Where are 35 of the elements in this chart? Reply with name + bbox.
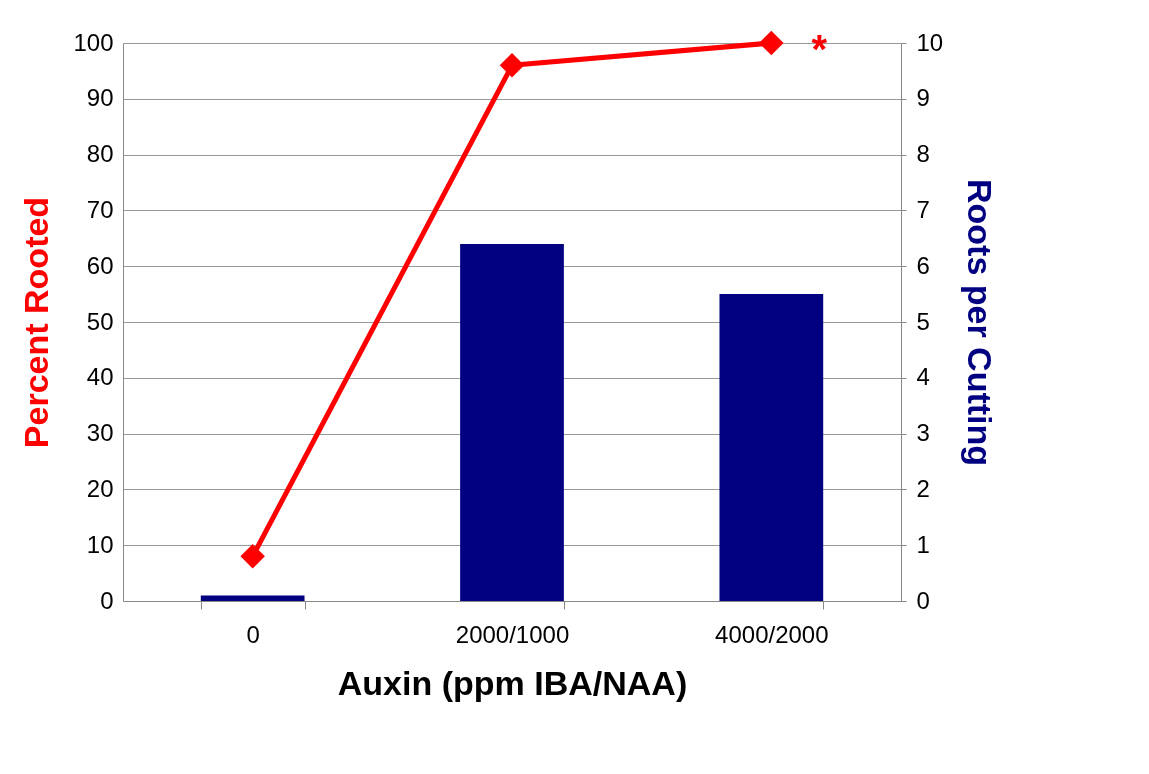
y-axis-title: Percent Rooted	[17, 196, 56, 449]
y2-tick-label: 9	[916, 84, 930, 112]
y2-tick-label: 2	[916, 474, 930, 502]
x-tick-label: 4000/2000	[715, 620, 829, 648]
y2-tick-label: 1	[916, 530, 930, 558]
point	[240, 544, 265, 569]
y-tick-label: 60	[86, 251, 114, 279]
y-tick-label: 80	[86, 140, 114, 168]
y-tick-label: 30	[86, 419, 114, 447]
x-axis-title: Auxin (ppm IBA/NAA)	[337, 663, 688, 702]
y2-tick-label: 10	[916, 28, 944, 56]
y2-tick-label: 4	[916, 363, 930, 391]
y2-tick-label: 3	[916, 419, 930, 447]
y-tick-label: 70	[86, 195, 114, 223]
bar	[200, 595, 305, 601]
point	[759, 30, 784, 56]
x-tick-label: 0	[246, 620, 260, 648]
y-tick-label: 0	[100, 586, 114, 614]
y2-tick-label: 6	[916, 251, 930, 279]
bar	[460, 243, 564, 601]
y-tick-label: 90	[86, 84, 114, 112]
y-tick-label: 20	[86, 474, 114, 502]
bar	[719, 294, 824, 601]
y-tick-label: 40	[86, 363, 114, 391]
y2-tick-label: 7	[916, 195, 930, 223]
y-tick-label: 100	[73, 28, 114, 56]
y2-tick-label: 5	[916, 307, 930, 335]
annotation: *	[811, 27, 828, 71]
y-tick-label: 50	[86, 307, 114, 335]
y-tick-label: 10	[86, 530, 114, 558]
point	[499, 53, 525, 78]
y2-axis-title: Roots per Cutting	[961, 178, 1000, 467]
y2-tick-label: 0	[916, 586, 930, 614]
y2-tick-label: 8	[916, 140, 930, 168]
x-tick-label: 2000/1000	[455, 620, 570, 648]
